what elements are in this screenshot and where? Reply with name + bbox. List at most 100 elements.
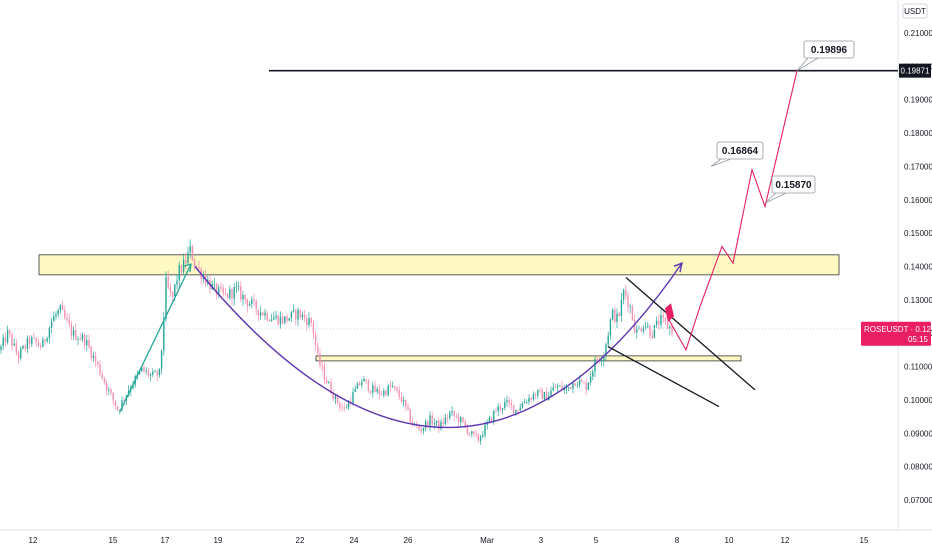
candle-body (460, 417, 462, 423)
candle-body (213, 283, 216, 285)
candle-body (407, 406, 409, 410)
candle-body (301, 314, 304, 318)
candle-body (66, 317, 68, 320)
x-tick-label: 10 (725, 536, 734, 545)
candle-body (633, 319, 636, 333)
candle-body (471, 431, 473, 434)
candle-body (64, 310, 66, 318)
y-tick-label: 0.07000 (904, 496, 932, 505)
candle-body (163, 318, 165, 351)
y-tick-label: 0.15000 (904, 229, 932, 238)
candle-body (640, 328, 642, 332)
candle-body (262, 312, 264, 316)
candle-body (372, 385, 374, 393)
y-tick-label: 0.17000 (904, 162, 932, 171)
candle-body (160, 350, 163, 369)
candle-body (662, 315, 664, 318)
candle-body (473, 431, 475, 434)
candle-body (611, 309, 614, 320)
candle-body (457, 416, 460, 423)
candle-body (363, 379, 365, 382)
candle-body (319, 353, 321, 366)
candle-body (328, 382, 330, 384)
callout-box (771, 175, 816, 194)
candle-body (427, 421, 429, 427)
candle-body (532, 394, 535, 400)
candle-body (279, 316, 282, 325)
candle-body (264, 312, 266, 316)
x-tick-label: 19 (214, 536, 223, 545)
candle-body (589, 376, 592, 383)
price-axis[interactable]: USDT 0.07000 0.08000 0.09000 0.10000 0.11000 0… (861, 3, 932, 505)
callout-pointer (710, 158, 732, 167)
candle-body (26, 338, 29, 349)
candle-body (631, 306, 634, 320)
candle-body (618, 313, 620, 316)
candle-body (506, 400, 508, 402)
x-tick-label: 22 (296, 536, 305, 545)
candle-body (651, 335, 653, 338)
time-axis[interactable]: 12 15 17 19 22 24 26 Mar 3 5 8 10 12 15 (29, 536, 869, 545)
candle-body (600, 360, 603, 361)
candle-body (369, 391, 372, 393)
candle-body (83, 335, 86, 346)
candle-body (669, 326, 671, 329)
candle-body (138, 371, 141, 374)
candle-body (11, 334, 13, 346)
candle-body (385, 390, 387, 396)
candle-body (585, 382, 587, 390)
candle-body (433, 423, 436, 425)
candle-body (13, 343, 15, 346)
candle-body (446, 417, 449, 419)
candle-body (341, 407, 343, 409)
callout-box (716, 141, 764, 160)
candle-body (88, 339, 90, 348)
candle-body (9, 330, 11, 335)
candle-body (666, 321, 669, 329)
candle-body (92, 355, 95, 358)
candle-body (499, 406, 502, 410)
candle-body (233, 287, 235, 299)
candle-body (501, 408, 504, 410)
candle-body (442, 421, 444, 425)
support-resistance-zone (315, 355, 742, 362)
candle-body (39, 345, 42, 348)
candle-body (526, 402, 528, 403)
candle-body (6, 330, 9, 343)
candle-body (303, 314, 306, 319)
candle-body (152, 371, 154, 375)
candle-body (323, 366, 326, 380)
candle-body (627, 295, 629, 307)
candle-body (418, 426, 420, 430)
wedge-lower-line (607, 345, 720, 408)
candle-body (75, 329, 77, 340)
candle-body (53, 316, 55, 322)
candle-body (312, 322, 315, 334)
candle-body (479, 436, 482, 441)
candle-body (508, 400, 510, 404)
target-price-tag (899, 63, 931, 78)
candle-body (345, 407, 348, 409)
candle-body (625, 290, 627, 296)
candle-body (119, 410, 121, 411)
candle-body (343, 407, 345, 409)
candle-body (103, 378, 106, 383)
cup-arrowhead (673, 262, 683, 273)
candle-body (576, 385, 579, 386)
candle-body (0, 346, 2, 350)
candle-body (658, 320, 660, 325)
candle-body (653, 325, 656, 338)
candle-body (512, 405, 515, 413)
candle-body (541, 390, 543, 400)
x-tick-label: 24 (350, 536, 359, 545)
candle-body (28, 338, 31, 344)
candle-body (664, 317, 667, 321)
candle-body (259, 312, 262, 316)
candle-body (257, 309, 260, 316)
candle-body (462, 417, 464, 422)
candle-body (57, 310, 59, 315)
y-tick-label: 0.14000 (904, 263, 932, 272)
callout-label: 0.15870 (775, 180, 812, 191)
candle-body (191, 245, 194, 261)
